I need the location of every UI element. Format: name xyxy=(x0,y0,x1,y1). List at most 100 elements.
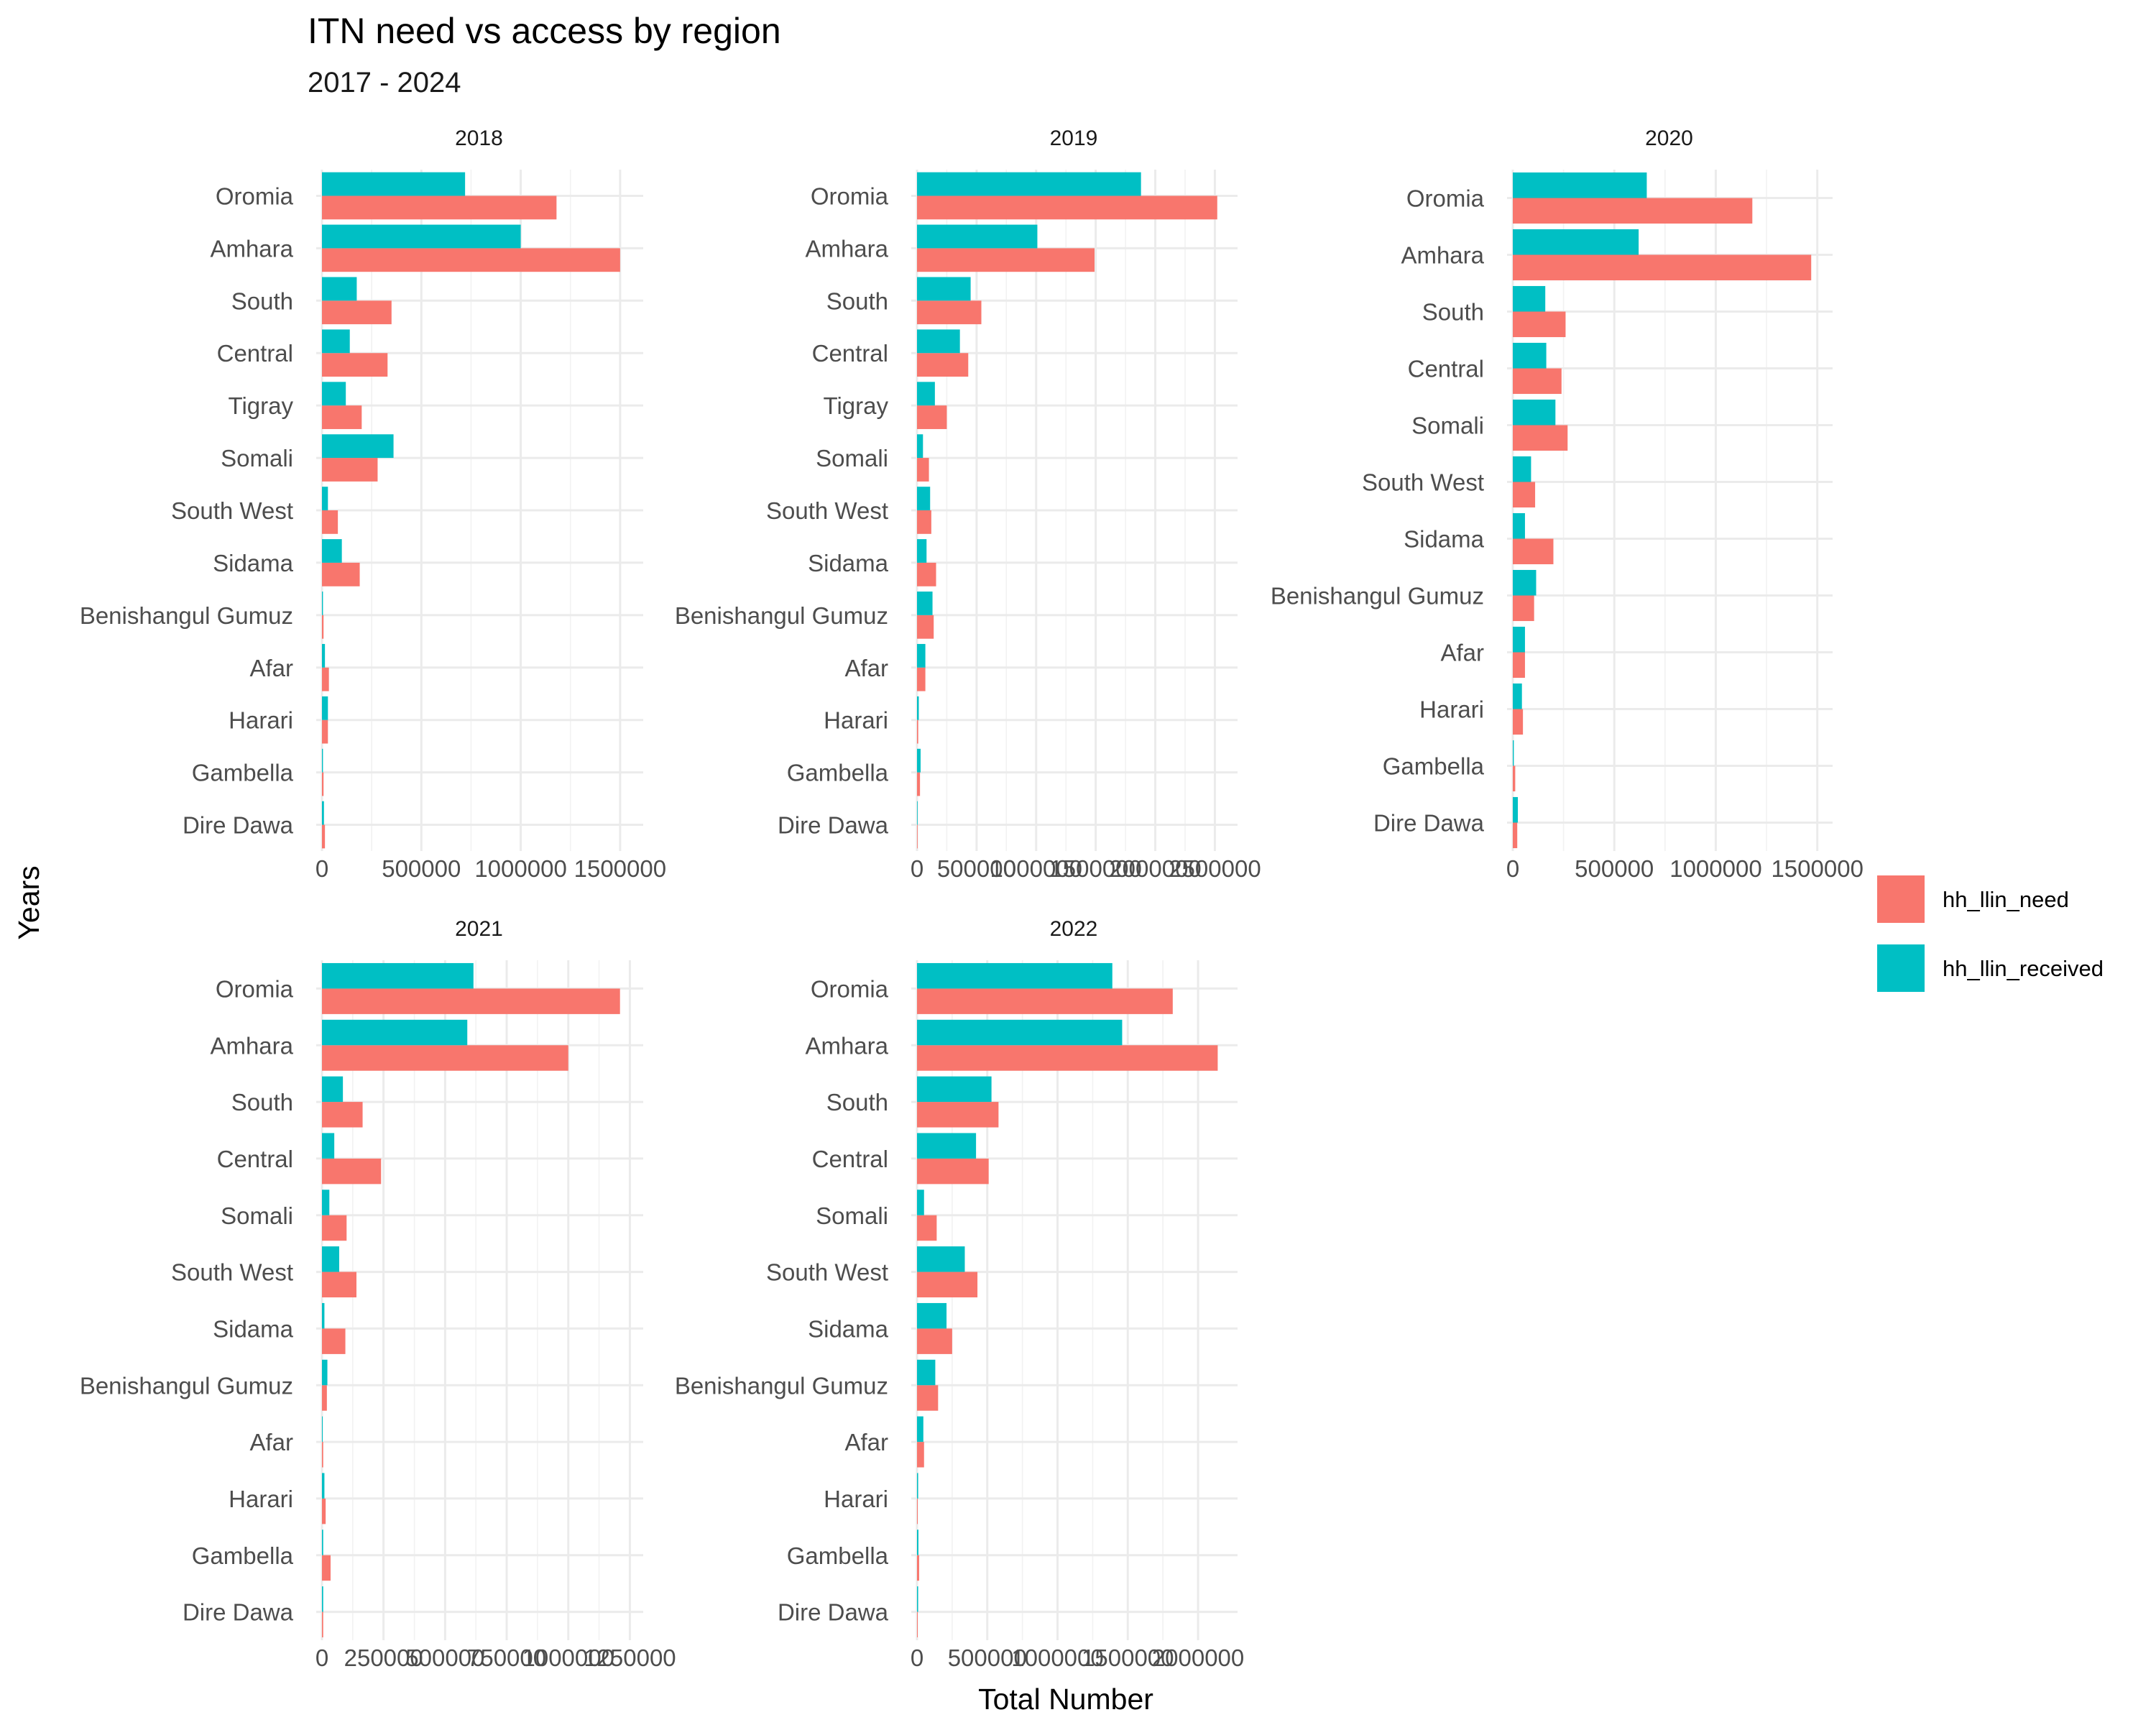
category-label: Afar xyxy=(1440,640,1484,666)
bar-received-central xyxy=(917,1133,977,1159)
x-tick-label: 2000000 xyxy=(1109,855,1201,882)
bar-need-amhara xyxy=(917,248,1095,272)
category-label: Dire Dawa xyxy=(183,812,294,839)
category-label: Sidama xyxy=(1404,526,1485,553)
bar-need-afar xyxy=(917,667,926,691)
bar-need-harari xyxy=(322,1498,326,1524)
category-label: Harari xyxy=(1419,696,1484,723)
category-label: Gambella xyxy=(192,1542,294,1569)
bar-received-sidama xyxy=(322,539,342,563)
bars xyxy=(917,962,1218,1638)
bar-received-south-west xyxy=(322,1246,339,1272)
category-label: Oromia xyxy=(1406,185,1485,212)
x-tick-label: 500000 xyxy=(382,855,461,882)
x-tick-label: 1000000 xyxy=(474,855,566,882)
chart-subtitle: 2017 - 2024 xyxy=(308,67,461,98)
category-label: South xyxy=(1422,299,1484,326)
category-label: Central xyxy=(812,1146,888,1172)
bar-received-benishangul-gumuz xyxy=(322,592,323,615)
category-label: Oromia xyxy=(216,975,294,1002)
category-label: Sidama xyxy=(213,1315,294,1342)
category-label: Sidama xyxy=(808,1315,889,1342)
bar-received-dire-dawa xyxy=(1513,796,1519,823)
x-tick-label: 1500000 xyxy=(1049,855,1141,882)
x-tick-label: 1500000 xyxy=(1082,1644,1174,1671)
bar-received-dire-dawa xyxy=(917,1586,918,1612)
bar-received-harari xyxy=(917,696,919,720)
bar-need-tigray xyxy=(917,405,947,429)
category-label: Sidama xyxy=(213,550,294,576)
bar-received-central xyxy=(917,329,960,354)
category-label: South West xyxy=(766,1259,888,1286)
category-label: South xyxy=(231,1089,293,1116)
bar-need-central xyxy=(1513,368,1562,395)
category-label: Oromia xyxy=(216,183,294,209)
category-label: South West xyxy=(1362,469,1484,496)
bar-received-south-west xyxy=(917,1246,965,1272)
bar-received-amhara xyxy=(1513,229,1639,255)
bar-received-sidama xyxy=(917,1302,947,1329)
bar-received-tigray xyxy=(917,382,935,406)
bar-received-gambella xyxy=(917,1530,918,1555)
bar-need-south-west xyxy=(322,1271,356,1298)
bar-need-amhara xyxy=(917,1045,1218,1071)
bar-need-sidama xyxy=(1513,538,1554,565)
facet-label: 2020 xyxy=(1645,126,1693,150)
bar-need-central xyxy=(322,1158,382,1184)
bar-need-oromia xyxy=(1513,198,1753,224)
bar-need-dire-dawa xyxy=(917,1611,918,1638)
category-label: Gambella xyxy=(787,760,889,786)
bar-received-sidama xyxy=(1513,512,1525,539)
bar-need-benishangul-gumuz xyxy=(322,615,324,639)
bar-need-gambella xyxy=(1513,765,1516,792)
category-label: Central xyxy=(217,1146,293,1172)
bar-need-oromia xyxy=(917,988,1173,1014)
bar-received-benishangul-gumuz xyxy=(1513,569,1537,596)
x-tick-label: 1000000 xyxy=(1011,1644,1103,1671)
legend-label: hh_llin_received xyxy=(1943,956,2104,981)
category-label: Harari xyxy=(229,707,293,734)
bar-received-oromia xyxy=(917,172,1141,196)
facet-label: 2021 xyxy=(455,917,503,941)
panel-2022: 2022 Oromia Amhara South Central Somali South … xyxy=(675,917,1244,1671)
x-tick-label: 250000 xyxy=(344,1644,423,1671)
x-tick-label: 500000 xyxy=(937,855,1016,882)
x-tick-label: 0 xyxy=(911,855,923,882)
category-label: Tigray xyxy=(824,392,889,419)
bar-received-south xyxy=(322,277,357,301)
bar-need-south xyxy=(322,300,392,325)
x-tick-labels: 0 500000 1000000 1500000 xyxy=(1506,855,1864,882)
bar-received-oromia xyxy=(322,172,466,196)
bar-need-gambella xyxy=(917,772,921,796)
bar-need-harari xyxy=(322,719,328,744)
bar-received-central xyxy=(322,329,350,354)
category-label: Harari xyxy=(229,1486,293,1512)
x-tick-label: 0 xyxy=(315,855,328,882)
bar-received-south xyxy=(1513,285,1546,312)
bar-need-sidama xyxy=(322,1328,346,1354)
bar-received-harari xyxy=(1513,683,1522,709)
bar-need-afar xyxy=(917,1442,924,1468)
bar-need-somali xyxy=(322,1215,347,1241)
facet-label: 2018 xyxy=(455,126,503,150)
bar-need-benishangul-gumuz xyxy=(917,1385,939,1411)
bars xyxy=(1513,172,1812,849)
bar-need-harari xyxy=(917,1498,918,1524)
category-label: Harari xyxy=(824,1486,888,1512)
bar-need-south xyxy=(322,1102,363,1128)
bar-need-south-west xyxy=(917,1271,978,1298)
category-label: Somali xyxy=(1411,413,1484,439)
bar-received-south xyxy=(917,277,971,301)
bar-received-gambella xyxy=(917,748,921,773)
x-tick-labels: 0 500000 1000000 1500000 xyxy=(315,855,666,882)
bar-need-south-west xyxy=(322,510,338,534)
bar-received-afar xyxy=(322,1416,323,1443)
category-label: Somali xyxy=(816,1202,888,1229)
bar-received-oromia xyxy=(917,962,1112,989)
bar-received-benishangul-gumuz xyxy=(917,592,933,615)
x-tick-label: 1000000 xyxy=(1669,855,1761,882)
category-label: Gambella xyxy=(192,760,294,786)
